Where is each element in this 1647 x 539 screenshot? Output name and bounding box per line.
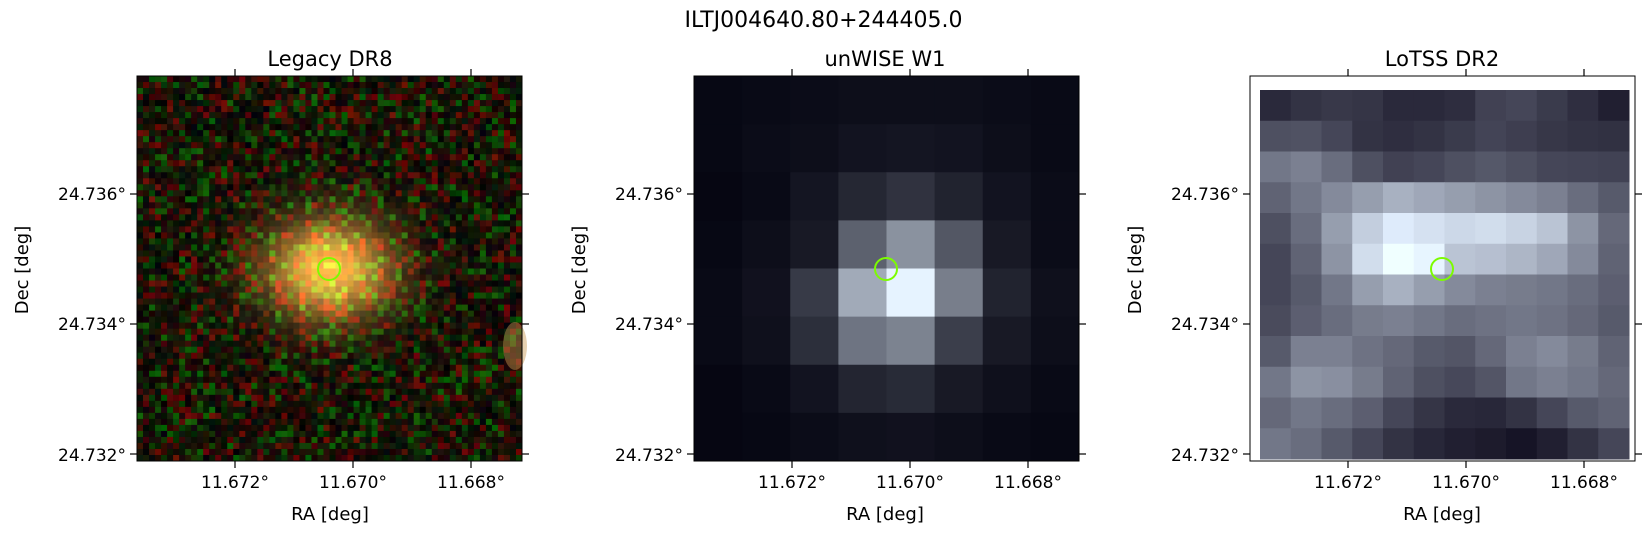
x-tick-label: 11.672° — [758, 473, 826, 493]
y-tick-label: 24.736° — [58, 185, 126, 205]
panel-lotss-dr2: LoTSS DR2 11.672° 11.670° 11.668° 24.736… — [1125, 47, 1642, 525]
source-marker — [874, 257, 898, 281]
y-tick-label: 24.736° — [615, 185, 683, 205]
y-tick-label: 24.732° — [1171, 446, 1239, 466]
panel-legacy-dr8: Legacy DR8 11.672° 11.670° 11.668° 24.73… — [12, 47, 529, 525]
x-tick-label: 11.668° — [994, 473, 1062, 493]
ticks — [130, 69, 529, 468]
y-axis-label: Dec [deg] — [569, 226, 590, 315]
y-tick-label: 24.732° — [58, 446, 126, 466]
axes-frame — [1249, 75, 1636, 462]
optical-image — [137, 76, 527, 462]
infrared-image — [694, 76, 1080, 462]
y-tick-label: 24.732° — [615, 446, 683, 466]
x-axis-label: RA [deg] — [1403, 504, 1481, 525]
panel-unwise-w1: unWISE W1 11.672° 11.670° 11.668° 24.736… — [569, 47, 1086, 525]
x-tick-label: 11.672° — [201, 473, 269, 493]
radio-image — [1250, 76, 1635, 461]
x-axis-label: RA [deg] — [291, 504, 369, 525]
panel-title: LoTSS DR2 — [1385, 47, 1499, 71]
x-tick-label: 11.668° — [1550, 473, 1618, 493]
y-tick-label: 24.734° — [58, 315, 126, 335]
ticks — [687, 69, 1086, 468]
y-tick-label: 24.734° — [615, 315, 683, 335]
x-tick-label: 11.670° — [319, 473, 387, 493]
x-axis-label: RA [deg] — [846, 504, 924, 525]
source-marker — [317, 257, 341, 281]
panel-title: unWISE W1 — [825, 47, 946, 71]
figure-title: ILTJ004640.80+244405.0 — [684, 8, 963, 33]
y-tick-label: 24.736° — [1171, 185, 1239, 205]
panel-title: Legacy DR8 — [267, 47, 392, 71]
axes-frame — [136, 75, 523, 462]
x-tick-label: 11.668° — [437, 473, 505, 493]
y-axis-label: Dec [deg] — [12, 226, 33, 315]
y-tick-label: 24.734° — [1171, 315, 1239, 335]
x-tick-label: 11.670° — [876, 473, 944, 493]
x-tick-label: 11.672° — [1314, 473, 1382, 493]
axes-frame — [693, 75, 1080, 462]
source-marker — [1430, 257, 1454, 281]
x-tick-label: 11.670° — [1432, 473, 1500, 493]
ticks — [1243, 69, 1642, 468]
y-axis-label: Dec [deg] — [1125, 226, 1146, 315]
